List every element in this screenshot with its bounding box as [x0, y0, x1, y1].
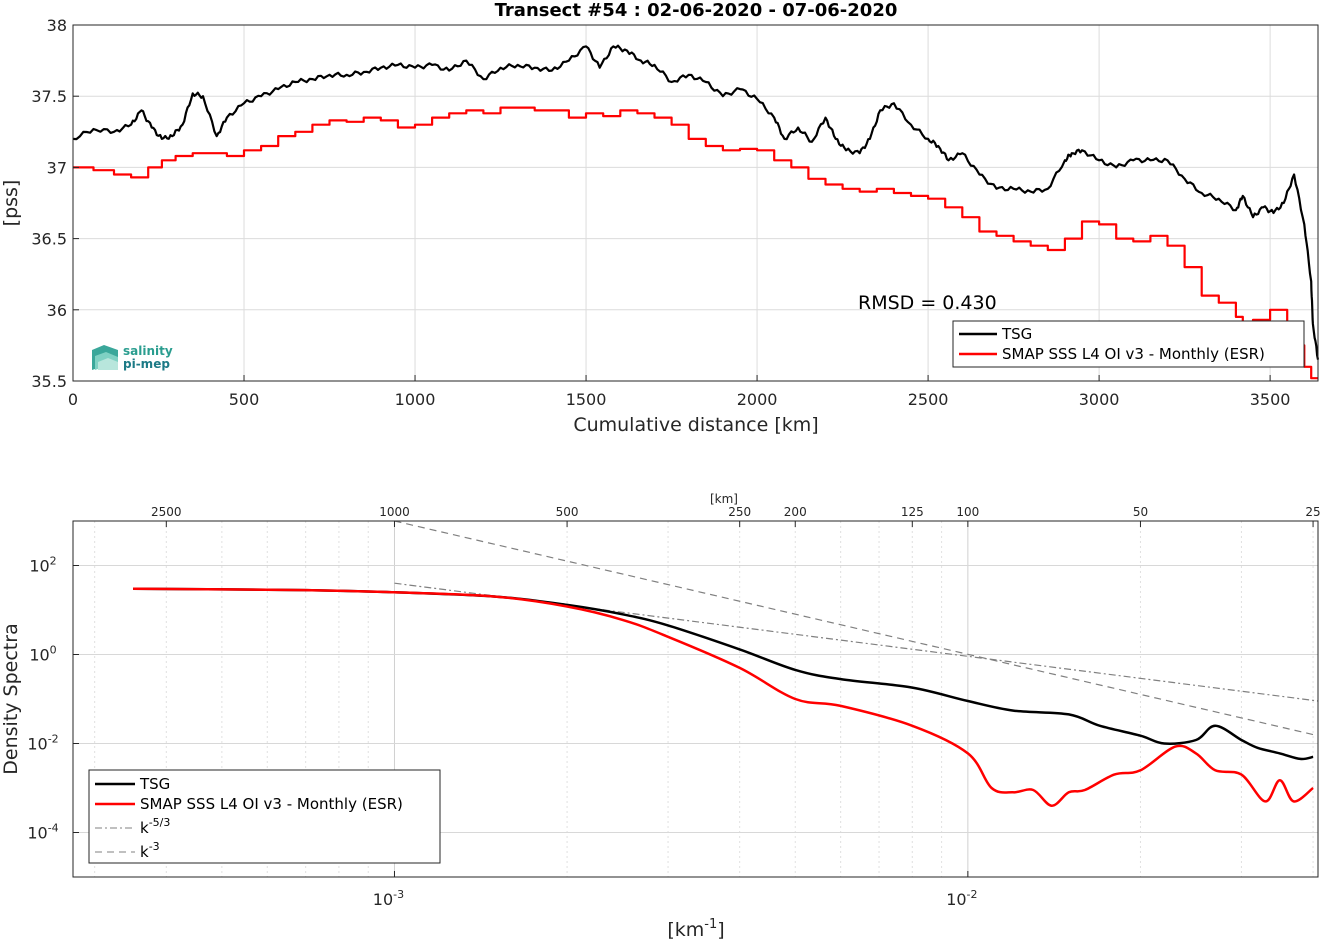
top-chart-title: Transect #54 : 02-06-2020 - 07-06-2020 [495, 0, 898, 21]
bottom-legend-smap-label: SMAP SSS L4 OI v3 - Monthly (ESR) [140, 795, 403, 813]
top-legend: TSG SMAP SSS L4 OI v3 - Monthly (ESR) [952, 320, 1305, 368]
top-x-axis-label: Cumulative distance [km] [573, 414, 818, 436]
top-y-tick-label: 37.5 [31, 87, 67, 106]
top-series-tsg-line [72, 44, 1320, 360]
top-x-tick-label: 1500 [566, 390, 607, 409]
bottom-y-axis-label: Density Spectra [0, 623, 22, 774]
salinity-pi-mep-logo: salinity pi-mep [92, 344, 173, 371]
top-x-tick-label: 2500 [908, 390, 949, 409]
bottom-top-tick-label: 25 [1305, 505, 1320, 519]
top-y-tick-label: 37 [47, 158, 67, 177]
top-x-tick-label: 1000 [395, 390, 436, 409]
bottom-chart: 2500 1000 500 250 200 125 100 50 25 [km] 10-3 10-… [0, 492, 1321, 941]
bottom-grid [73, 521, 1318, 877]
top-legend-tsg-label: TSG [1001, 325, 1032, 343]
bottom-top-tick-label: 250 [728, 505, 751, 519]
top-x-tick-label: 3500 [1250, 390, 1291, 409]
bottom-top-tick-label: 200 [784, 505, 807, 519]
top-x-tick-label: 0 [68, 390, 78, 409]
top-x-tick-label: 2000 [737, 390, 778, 409]
rmsd-annotation: RMSD = 0.430 [858, 292, 997, 314]
bottom-top-tick-label: 1000 [379, 505, 410, 519]
logo-text-line2: pi-mep [123, 357, 170, 371]
logo-text-line1: salinity [123, 344, 173, 358]
bottom-series [133, 520, 1319, 807]
bottom-plot-frame [72, 520, 1319, 878]
bottom-legend: TSG SMAP SSS L4 OI v3 - Monthly (ESR) k-… [88, 769, 441, 864]
bottom-legend-tsg-label: TSG [139, 775, 170, 793]
top-series-smap-line [73, 106, 1318, 380]
logo-wave-icon [92, 345, 118, 370]
bottom-y-ticks: 10-4 10-2 100 102 [27, 555, 79, 843]
top-series [72, 44, 1320, 380]
bottom-y-tick-label: 100 [29, 644, 56, 665]
top-y-tick-label: 35.5 [31, 372, 67, 391]
top-x-tick-label: 3000 [1079, 390, 1120, 409]
top-x-tick-label: 500 [229, 390, 260, 409]
bottom-legend-box [88, 769, 441, 864]
bottom-top-tick-label: 500 [556, 505, 579, 519]
bottom-x-axis-label: [km-1] [667, 917, 724, 941]
bottom-top-km-ticks: 2500 1000 500 250 200 125 100 50 25 [151, 505, 1321, 527]
bottom-top-axis-label: [km] [710, 492, 738, 506]
top-y-tick-label: 36 [47, 301, 67, 320]
top-y-ticks: 35.5 36 36.5 37 37.5 38 [31, 16, 79, 391]
bottom-series-smap-line [133, 587, 1314, 807]
top-plot-frame [72, 24, 1319, 382]
bottom-top-tick-label: 100 [956, 505, 979, 519]
top-y-tick-label: 38 [47, 16, 67, 35]
top-legend-box [952, 320, 1305, 368]
bottom-series-k3-line [394, 520, 1319, 737]
bottom-top-tick-label: 2500 [151, 505, 182, 519]
top-legend-smap-label: SMAP SSS L4 OI v3 - Monthly (ESR) [1002, 345, 1265, 363]
bottom-y-tick-label: 102 [29, 555, 56, 576]
bottom-top-tick-label: 125 [901, 505, 924, 519]
top-y-axis-label: [pss] [0, 180, 22, 227]
bottom-top-tick-label: 50 [1133, 505, 1148, 519]
bottom-x-tick-label: 10-2 [946, 888, 977, 909]
top-chart: Transect #54 : 02-06-2020 - 07-06-2020 0… [0, 0, 1320, 436]
top-x-ticks: 0 500 1000 1500 2000 2500 3000 3500 [68, 375, 1291, 409]
bottom-y-tick-label: 10-4 [27, 822, 58, 843]
bottom-x-tick-label: 10-3 [373, 888, 404, 909]
top-y-tick-label: 36.5 [31, 230, 67, 249]
bottom-y-tick-label: 10-2 [27, 733, 58, 754]
top-grid [73, 25, 1318, 381]
